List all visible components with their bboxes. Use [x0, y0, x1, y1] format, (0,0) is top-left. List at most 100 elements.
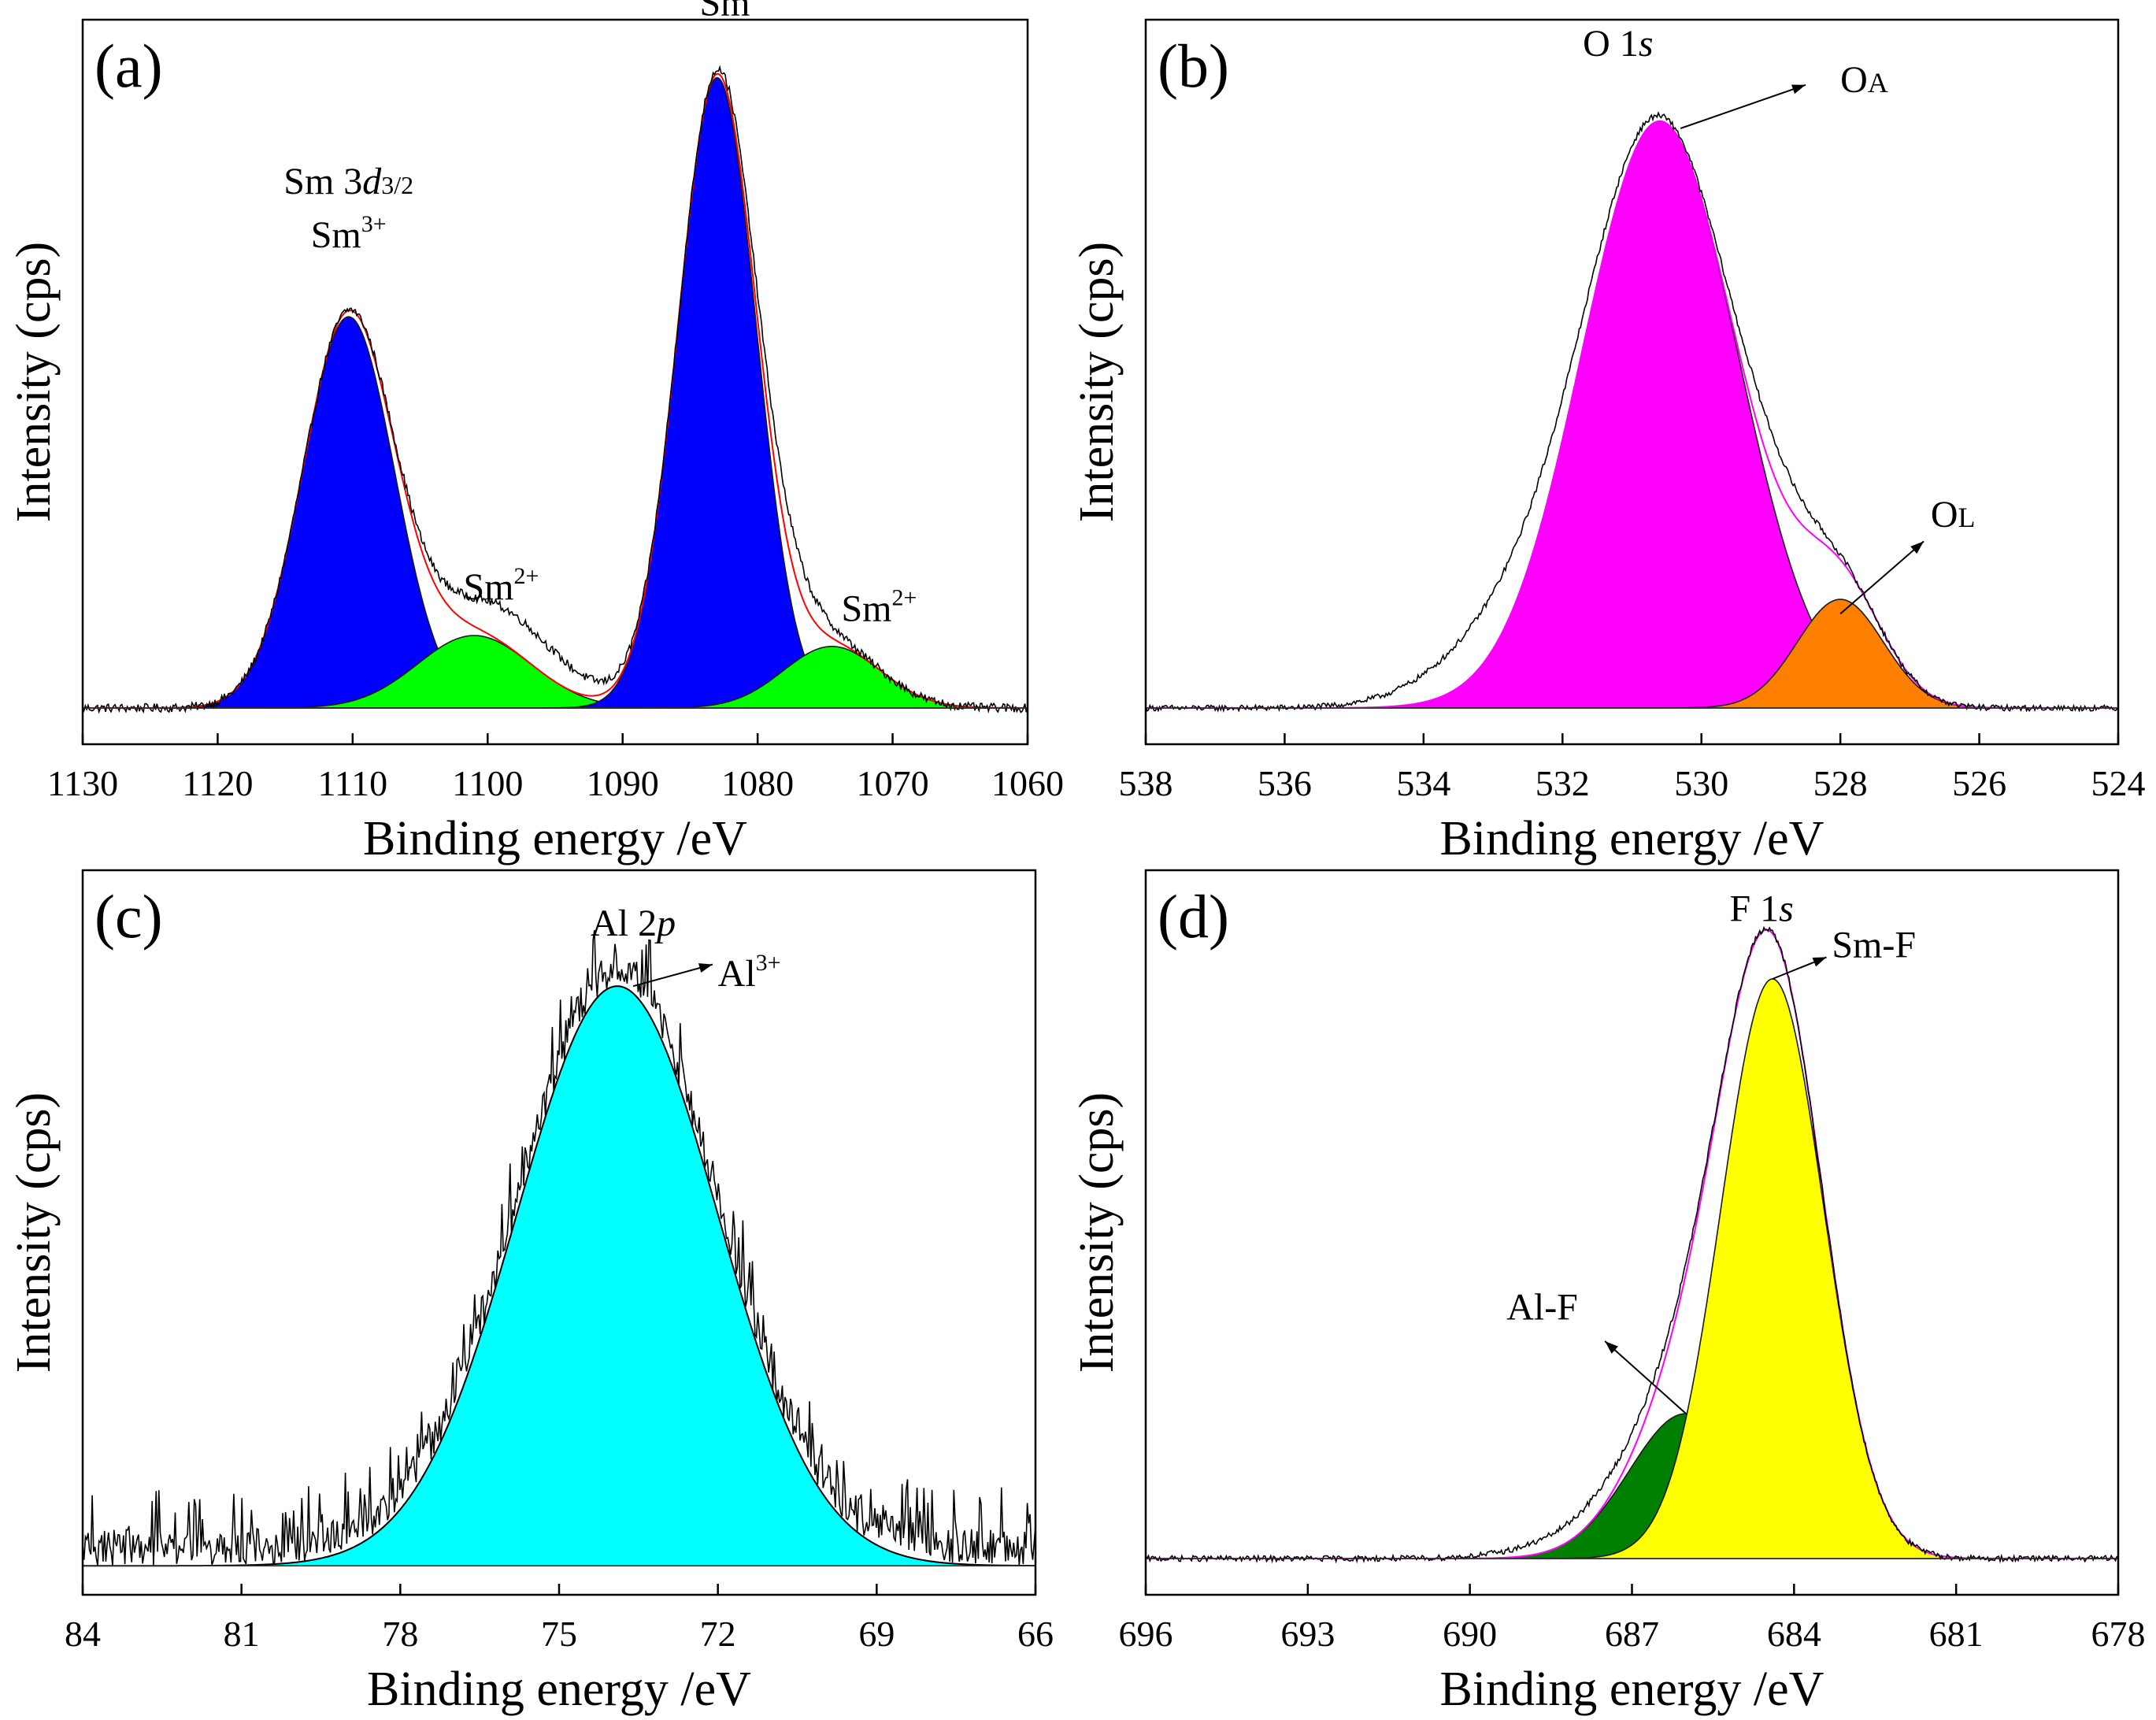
x-tick-label: 75 [541, 1614, 577, 1654]
peak-annotation-b3: OL [1931, 494, 1976, 536]
plot-area [1146, 925, 2118, 1564]
annotation-segment: 2+ [891, 585, 917, 611]
panel-d: 696 693 690 687 684 681 678 Binding energy /eV I… [1070, 869, 2146, 1716]
peak-annotation-a4: Sm2+ [841, 585, 917, 630]
x-tick-label: 538 [1119, 763, 1173, 803]
peak-annotation-a2: Sm2+ [463, 563, 539, 608]
panel-a: 1130 1120 1110 1100 1090 1080 1070 1060 Binding … [7, 0, 1064, 866]
peak-annotation-b2: OA [1840, 59, 1888, 101]
annotation-segment: 3+ [750, 0, 775, 5]
x-axis-label: Binding energy /eV [1440, 1663, 1824, 1716]
annotation-segment: d [362, 161, 382, 202]
arrow-head [1605, 1341, 1618, 1354]
annotation-segment: s [1639, 23, 1654, 65]
x-tick-label: 84 [65, 1614, 101, 1654]
annotation-segment: A [1868, 67, 1888, 98]
x-tick-label: 69 [858, 1614, 895, 1654]
annotation-segment: Sm [841, 588, 891, 630]
x-tick-label: 678 [2091, 1614, 2146, 1654]
arrow-head [698, 963, 713, 973]
raw-spectrum-b [1146, 111, 2118, 713]
x-tick-label: 681 [1929, 1614, 1984, 1654]
annotation-segment: F 1 [1729, 888, 1779, 929]
peak-annotation-a1: Sm 3d3/2 [283, 161, 413, 202]
annotation-segment: O [1840, 59, 1868, 101]
peak-b-0 [1146, 120, 2118, 709]
x-tick-label: 1080 [721, 763, 794, 803]
panel-label: (d) [1158, 882, 1229, 951]
annotation-segment: O [1931, 494, 1958, 536]
x-tick-label: 78 [382, 1614, 418, 1654]
x-tick-label: 526 [1952, 763, 2006, 803]
y-axis-label: Intensity (cps) [1070, 1092, 1124, 1373]
annotation-segment: 3+ [756, 950, 781, 976]
annotation-segment: s [1779, 888, 1794, 929]
x-tick-label: 528 [1813, 763, 1868, 803]
panel-label: (b) [1158, 32, 1229, 100]
annotation-arrow [1604, 1340, 1687, 1414]
x-tick-label: 534 [1396, 763, 1450, 803]
peak-annotation-a1: Sm3+ [311, 211, 387, 256]
x-tick-label: 72 [700, 1614, 736, 1654]
x-tick-label: 693 [1280, 1614, 1335, 1654]
annotation-segment: p [654, 903, 676, 944]
envelope-d [1146, 929, 2118, 1559]
annotation-arrow [1680, 83, 1806, 129]
peak-annotation-d1: F 1s [1729, 888, 1793, 929]
annotation-segment: Sm-F [1832, 924, 1916, 966]
peak-annotation-d2: Sm-F [1832, 924, 1916, 966]
annotation-segment: Sm [699, 0, 750, 24]
x-tick-label: 66 [1017, 1614, 1054, 1654]
x-tick-label: 687 [1605, 1614, 1659, 1654]
annotation-segment: Sm 3 [283, 161, 362, 202]
x-tick-label: 536 [1258, 763, 1312, 803]
peak-annotation-a3: Sm3+ [699, 0, 775, 24]
y-axis-label: Intensity (cps) [7, 1092, 61, 1373]
x-tick-label: 532 [1536, 763, 1590, 803]
x-tick-label: 524 [2091, 763, 2146, 803]
x-axis-label: Binding energy /eV [367, 1663, 751, 1716]
x-tick-label: 1070 [857, 763, 929, 803]
y-axis-label: Intensity (cps) [1070, 242, 1124, 522]
x-tick-label: 696 [1119, 1614, 1173, 1654]
x-tick-label: 1060 [991, 763, 1064, 803]
peak-annotation-b1: O 1s [1583, 23, 1653, 65]
x-tick-label: 81 [224, 1614, 260, 1654]
x-tick-label: 684 [1767, 1614, 1821, 1654]
raw-spectrum-c [83, 929, 1035, 1566]
x-axis-label: Binding energy /eV [363, 812, 747, 866]
annotation-arrow [1839, 540, 1924, 615]
x-tick-label: 1120 [182, 763, 253, 803]
annotation-segment: Al-F [1506, 1286, 1578, 1328]
panel-c: 84 81 78 75 72 69 66 Binding energy /eV Intensit… [7, 869, 1054, 1716]
panel-b: 538 536 534 532 530 528 526 524 Binding energy /… [1070, 18, 2146, 866]
annotation-segment: 3/2 [381, 171, 413, 199]
plot-area [83, 65, 1028, 714]
x-tick-label: 1090 [587, 763, 659, 803]
raw-spectrum-a [83, 65, 1028, 714]
peak-annotation-d3: Al-F [1506, 1286, 1578, 1328]
peak-d-0 [1146, 1413, 2118, 1559]
annotation-segment: O 1 [1583, 23, 1639, 65]
peak-annotation-c2: Al3+ [718, 950, 781, 995]
plot-frame-a [81, 18, 1029, 746]
plot-area [1146, 111, 2118, 713]
plot-area [83, 929, 1035, 1567]
annotation-segment: Al 2 [591, 903, 657, 944]
y-axis-label: Intensity (cps) [7, 242, 61, 522]
peak-c-0 [83, 985, 1035, 1566]
annotation-arrow [632, 963, 713, 988]
x-axis-label: Binding energy /eV [1440, 812, 1824, 866]
arrow-head [1791, 84, 1806, 95]
x-tick-label: 690 [1443, 1614, 1497, 1654]
x-tick-label: 1110 [318, 763, 388, 803]
arrow-head [1910, 541, 1924, 554]
panel-label: (c) [94, 882, 163, 951]
annotation-segment: 2+ [513, 563, 539, 589]
x-tick-label: 1100 [452, 763, 523, 803]
arrow-head [1812, 957, 1827, 967]
plot-frame-b [1144, 18, 2120, 746]
raw-spectrum-d [1146, 925, 2118, 1564]
x-tick-label: 530 [1674, 763, 1728, 803]
